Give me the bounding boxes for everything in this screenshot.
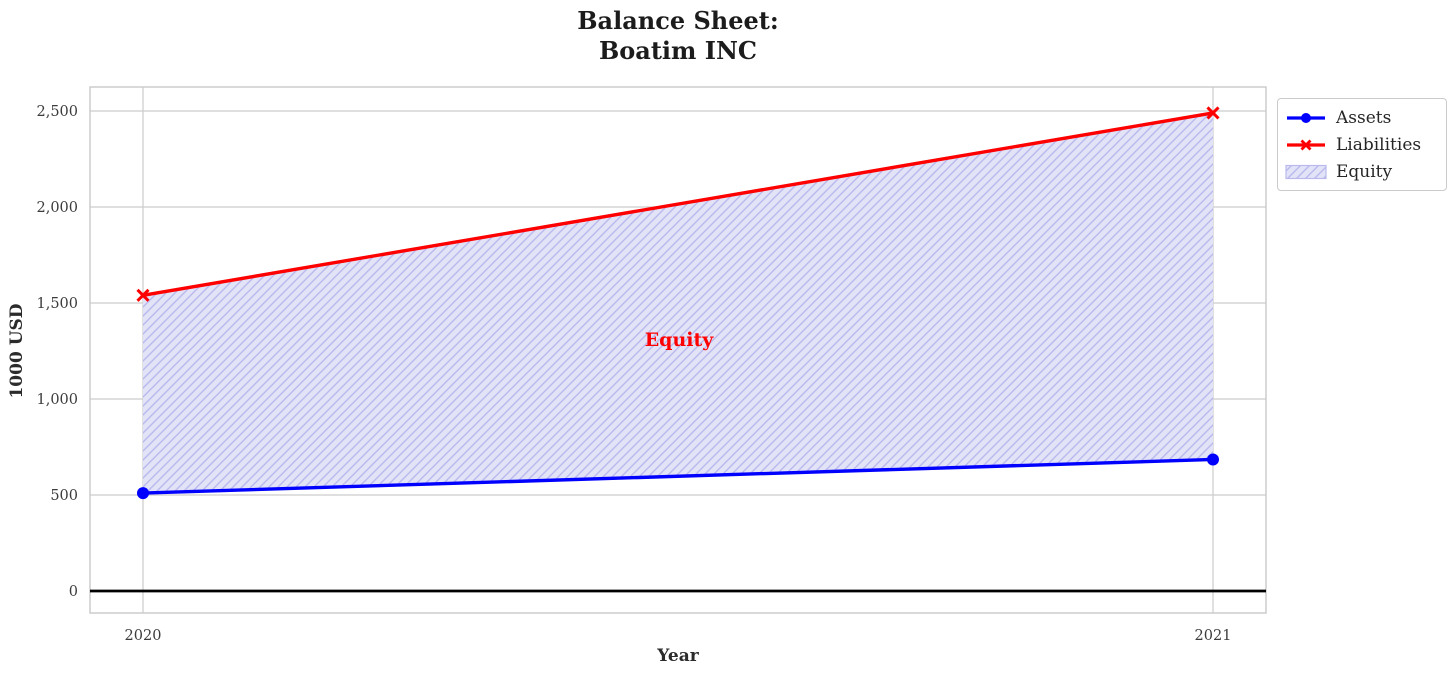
assets-marker [137, 487, 149, 500]
chart-title: Balance Sheet: Boatim INC [577, 6, 779, 65]
assets-marker [1207, 453, 1219, 466]
x-tick-label: 2021 [1195, 628, 1232, 644]
legend-item-liabilities: Liabilities [1285, 131, 1438, 158]
legend-item-equity: Equity [1285, 158, 1438, 185]
legend-label-liabilities: Liabilities [1336, 134, 1422, 155]
legend: Assets Liabilities Equity [1277, 98, 1447, 191]
liabilities-marker [1206, 106, 1220, 120]
equity-area [143, 112, 1213, 494]
assets-marker-sample [1301, 112, 1311, 123]
legend-label-equity: Equity [1336, 161, 1393, 182]
legend-item-assets: Assets [1285, 104, 1438, 131]
y-tick-label: 2,000 [36, 200, 78, 216]
equity-annotation: Equity [644, 329, 714, 351]
assets-legend-sample [1287, 112, 1325, 123]
y-tick-label: 1,500 [36, 296, 78, 312]
liabilities-line [142, 111, 1214, 297]
x-tick-label: 2020 [125, 628, 162, 644]
liabilities-legend-sample [1287, 139, 1325, 150]
y-axis-label: 1000 USD [7, 303, 27, 399]
equity-patch-sample [1285, 164, 1327, 179]
x-axis-label: Year [657, 646, 699, 666]
liabilities-marker [136, 288, 150, 302]
assets-line [142, 457, 1214, 495]
y-tick-label: 500 [50, 488, 78, 504]
equity-legend-sample [1285, 164, 1327, 179]
legend-label-assets: Assets [1336, 107, 1392, 128]
y-tick-label: 1,000 [36, 392, 78, 408]
liabilities-marker-sample [1300, 139, 1312, 150]
y-tick-label: 2,500 [36, 104, 78, 120]
y-tick-label: 0 [69, 584, 78, 600]
